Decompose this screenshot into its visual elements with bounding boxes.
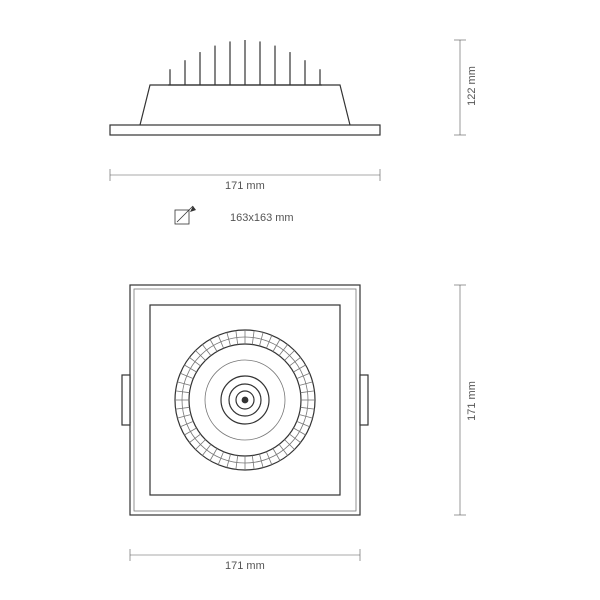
side-height-label: 122 mm [466, 66, 478, 106]
side-width-label: 171 mm [225, 180, 265, 192]
front-height-label: 171 mm [466, 381, 478, 421]
front-view [122, 285, 368, 515]
front-width-label: 171 mm [225, 560, 265, 572]
side-elevation [110, 40, 380, 135]
cutout-icon [175, 206, 196, 224]
cutout-label: 163x163 mm [230, 212, 294, 224]
diagram-root: 171 mm 122 mm 163x163 mm 171 mm 171 mm [0, 0, 600, 600]
technical-drawing-svg [0, 0, 600, 600]
